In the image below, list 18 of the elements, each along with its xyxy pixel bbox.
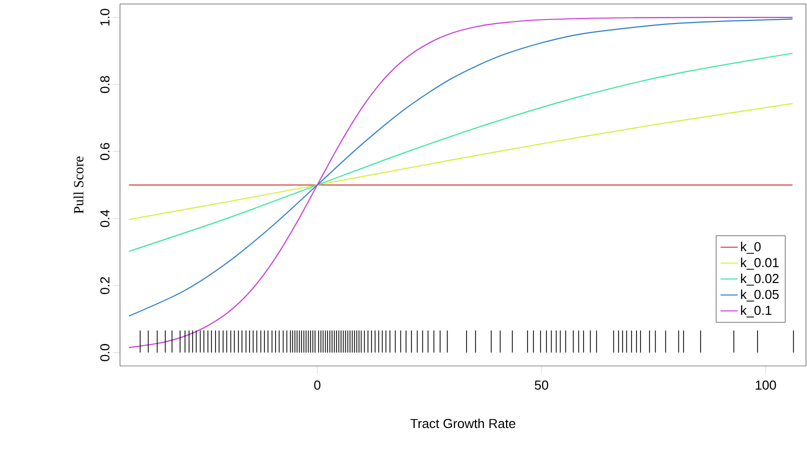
legend-label: k_0.05 [741, 290, 779, 302]
x-tick-label: 50 [534, 380, 548, 390]
legend-label: k_0.1 [741, 305, 772, 318]
line-series [128, 102, 794, 220]
y-tick-label: 1.0 [100, 8, 110, 26]
line-series [128, 52, 794, 252]
y-axis-title: Pull Score [74, 156, 84, 214]
legend-label: k_0 [741, 242, 761, 254]
y-tick-label: 0.2 [100, 277, 110, 294]
y-tick-label: 0.6 [100, 143, 110, 160]
x-tick-label: 0 [314, 380, 320, 390]
x-tick-label: 100 [756, 380, 776, 390]
legend-label: k_0.02 [741, 274, 779, 286]
y-tick-label: 0.0 [100, 344, 110, 362]
y-tick-label: 0.8 [100, 76, 110, 93]
y-tick-label: 0.4 [100, 210, 110, 228]
legend-label: k_0.01 [741, 258, 779, 270]
x-axis-title: Tract Growth Rate [410, 418, 516, 428]
